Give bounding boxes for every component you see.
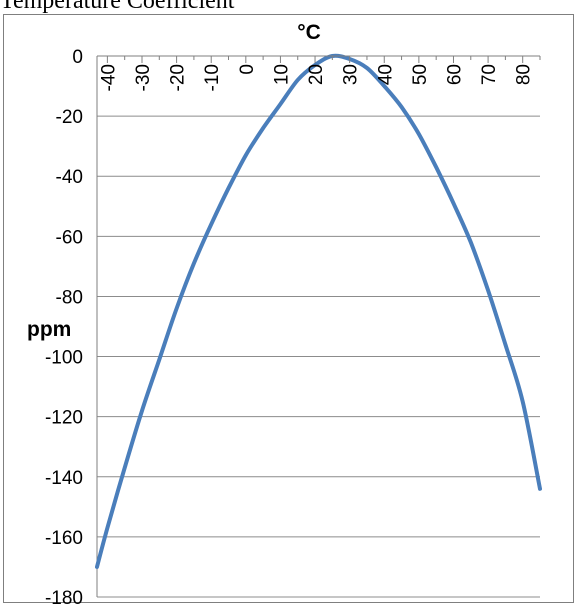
chart-area (3, 14, 574, 603)
y-axis-title: ppm (27, 318, 71, 341)
x-tick-label: -20 (168, 64, 189, 91)
y-tick-label: -60 (56, 227, 83, 248)
x-axis-title: °C (297, 21, 321, 44)
gridlines (97, 115, 540, 598)
x-tick-label: -40 (98, 64, 119, 91)
x-tick-label: 70 (479, 64, 500, 85)
y-tick-label: -120 (45, 408, 83, 429)
y-tick-labels: 0 -20 -40 -60 -80 -100 -120 -140 -160 -180 (45, 47, 83, 608)
y-tick-label: -40 (56, 167, 83, 188)
x-tick-label: 60 (444, 64, 465, 85)
x-tick-label: 40 (375, 64, 396, 85)
y-tick-label: -20 (56, 107, 83, 128)
y-tick-label: -140 (45, 468, 83, 489)
series-layer (95, 53, 542, 569)
series-line (95, 53, 542, 569)
x-tick-label: 80 (514, 64, 535, 85)
x-tick-label: 30 (341, 64, 362, 85)
x-tick-label: 0 (237, 64, 258, 75)
x-tick-label: 20 (306, 64, 327, 85)
x-tick-label: 50 (410, 64, 431, 85)
y-tick-label: -80 (56, 287, 83, 308)
y-tick-label: -160 (45, 528, 83, 549)
x-tick-label: -30 (133, 64, 154, 91)
y-tick-label: 0 (72, 47, 83, 68)
x-axis: -40 -30 -20 -10 0 10 20 30 40 50 60 70 80 (97, 55, 541, 91)
y-tick-label: -180 (45, 588, 83, 608)
y-tick-label: -100 (45, 348, 83, 369)
x-tick-label: -10 (202, 64, 223, 91)
page-title: Temperature Coefficient (0, 0, 235, 14)
x-tick-label: 10 (271, 64, 292, 85)
